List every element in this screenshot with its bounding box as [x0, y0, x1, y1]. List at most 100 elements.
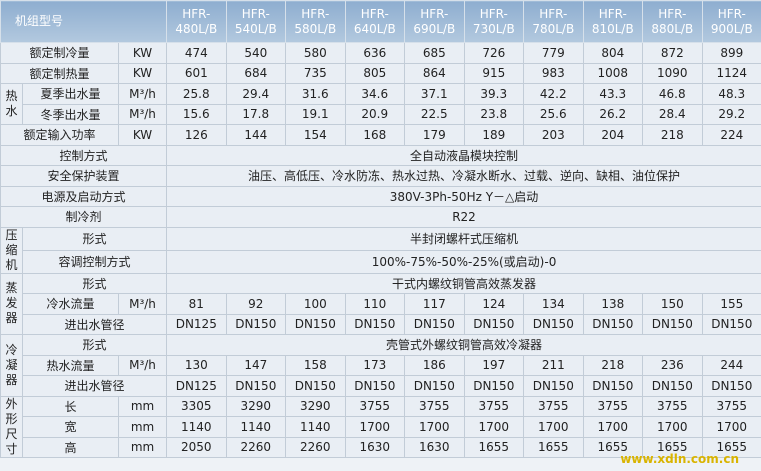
value-cell: DN150: [463, 313, 525, 335]
model-name: 730L/B: [472, 21, 515, 36]
value-cell: 211: [523, 354, 584, 376]
value-cell: 43.3: [582, 83, 644, 105]
spec-row: 冬季出水量 M³/h 15.6 17.8 19.1 20.9 22.5 23.8 25.6 26.…: [1, 103, 761, 125]
row-unit: mm: [117, 416, 168, 438]
value-cell: 189: [463, 124, 525, 146]
value-cell: DN150: [404, 313, 465, 335]
spec-row: 进出水管径 DN125 DN150 DN150 DN150 DN150 DN150 DN150…: [1, 313, 761, 335]
value-cell: 28.4: [642, 103, 703, 125]
value-cell: 81: [166, 293, 227, 315]
spec-row: 冷凝器 形式 壳管式外螺纹铜管高效冷凝器: [0, 334, 761, 397]
value-cell: 48.3: [701, 83, 761, 105]
value-cell: DN150: [523, 375, 584, 397]
model-prefix: HFR-: [598, 6, 627, 21]
model-cell: HFR- 640L/B: [344, 0, 406, 43]
value-cell: 31.6: [285, 83, 346, 105]
row-name: 进出水管径: [21, 313, 168, 335]
value-cell: DN150: [344, 313, 406, 335]
spec-row: 蒸发器 形式 干式内螺纹铜管高效蒸发器: [0, 272, 761, 335]
value-cell: 864: [404, 62, 465, 84]
row-name: 额定制热量: [0, 62, 119, 84]
value-cell: DN150: [582, 313, 644, 335]
model-name: 540L/B: [234, 21, 277, 36]
value-cell: 3305: [166, 395, 227, 417]
value-cell: 899: [701, 42, 761, 64]
value-cell: 1700: [404, 416, 465, 438]
model-name: 640L/B: [353, 21, 396, 36]
group-label: 蒸发器: [0, 272, 23, 335]
value-cell: 1700: [582, 416, 644, 438]
spec-row: 容调控制方式 100%-75%-50%-25%(或启动)-0: [1, 249, 761, 274]
value-cell: DN150: [344, 375, 406, 397]
row-name: 进出水管径: [21, 375, 168, 397]
row-name: 电源及启动方式: [0, 185, 168, 207]
value-cell: 236: [642, 354, 703, 376]
value-cell: 1655: [701, 436, 761, 458]
row-name: 形式: [21, 226, 168, 251]
row-name: 高: [22, 436, 119, 458]
value-cell: 25.8: [166, 83, 227, 105]
value-cell: 15.6: [166, 103, 227, 125]
value-cell: 1700: [463, 416, 525, 438]
value-cell: 117: [404, 293, 465, 315]
value-cell: 218: [582, 354, 644, 376]
value-cell: 685: [404, 42, 465, 64]
value-cell: 26.2: [582, 103, 644, 125]
row-unit: KW: [117, 62, 168, 84]
value-cell: 1700: [523, 416, 584, 438]
spec-row: 控制方式 全自动液晶模块控制: [0, 144, 761, 166]
value-cell: 1700: [642, 416, 703, 438]
value-cell: 2260: [225, 436, 287, 458]
value-cell: 218: [642, 124, 703, 146]
value-cell: 872: [642, 42, 703, 64]
model-prefix: HFR-: [479, 6, 508, 21]
spec-row: 高 mm 2050 2260 2260 1630 1630 1655 1655 1655 1655 1…: [1, 436, 761, 458]
value-cell: DN150: [642, 313, 703, 335]
row-name: 额定输入功率: [0, 124, 119, 146]
value-cell: 46.8: [642, 83, 703, 105]
value-cell: 134: [523, 293, 584, 315]
value-cell: 124: [463, 293, 525, 315]
model-cell: HFR- 900L/B: [701, 0, 761, 43]
value-cell: 805: [344, 62, 406, 84]
value-cell: 3755: [463, 395, 525, 417]
value-cell: DN150: [404, 375, 465, 397]
value-cell: 804: [582, 42, 644, 64]
row-text: 全自动液晶模块控制: [166, 144, 761, 166]
value-cell: 474: [166, 42, 227, 64]
model-cell: HFR- 880L/B: [642, 0, 703, 43]
row-name: 夏季出水量: [22, 83, 119, 105]
model-cell: HFR- 780L/B: [523, 0, 584, 43]
value-cell: 2050: [166, 436, 227, 458]
row-unit: KW: [117, 124, 168, 146]
model-prefix: HFR-: [182, 6, 211, 21]
value-cell: 779: [523, 42, 584, 64]
value-cell: 726: [463, 42, 525, 64]
model-name: 580L/B: [294, 21, 337, 36]
value-cell: 42.2: [523, 83, 584, 105]
model-cell: HFR- 580L/B: [285, 0, 346, 43]
value-cell: DN150: [285, 313, 346, 335]
header-row: 机组型号 HFR- 480L/B HFR- 540L/B HFR- 580L/B HFR- 64…: [0, 0, 761, 43]
value-cell: 150: [642, 293, 703, 315]
value-cell: 19.1: [285, 103, 346, 125]
value-cell: 1655: [463, 436, 525, 458]
model-prefix: HFR-: [241, 6, 270, 21]
value-cell: DN125: [166, 313, 227, 335]
value-cell: DN150: [701, 313, 761, 335]
row-text: 干式内螺纹铜管高效蒸发器: [166, 272, 761, 294]
value-cell: 1140: [225, 416, 287, 438]
row-text: 壳管式外螺纹铜管高效冷凝器: [166, 334, 761, 356]
value-cell: 158: [285, 354, 346, 376]
value-cell: DN150: [285, 375, 346, 397]
value-cell: 173: [344, 354, 406, 376]
model-prefix: HFR-: [717, 6, 746, 21]
value-cell: 3290: [225, 395, 287, 417]
model-name: 900L/B: [710, 21, 753, 36]
value-cell: 735: [285, 62, 346, 84]
spec-row: 冷水流量 M³/h 81 92 100 110 117 124 134 138 150 155: [1, 293, 761, 315]
row-unit: KW: [117, 42, 168, 64]
value-cell: 147: [225, 354, 287, 376]
value-cell: 1140: [166, 416, 227, 438]
